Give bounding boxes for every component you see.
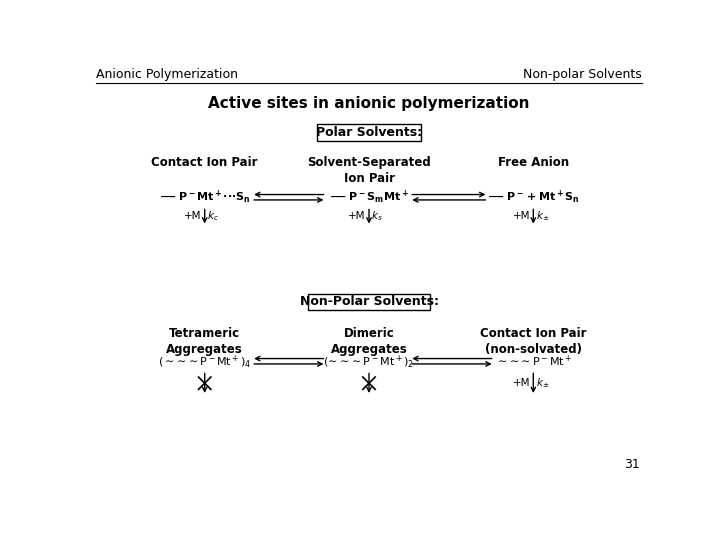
Text: Non-polar Solvents: Non-polar Solvents xyxy=(523,68,642,80)
Text: Contact Ion Pair: Contact Ion Pair xyxy=(151,156,258,168)
Text: $\mathrm{{\mathbf{{-\!\!-P^-S_mMt^+}}}}$: $\mathrm{{\mathbf{{-\!\!-P^-S_mMt^+}}}}$ xyxy=(329,188,409,206)
FancyBboxPatch shape xyxy=(318,125,420,140)
Text: Tetrameric
Aggregates: Tetrameric Aggregates xyxy=(166,327,243,356)
Text: Dimeric
Aggregates: Dimeric Aggregates xyxy=(330,327,408,356)
Text: +M: +M xyxy=(184,212,202,221)
Text: Polar Solvents:: Polar Solvents: xyxy=(316,126,422,139)
Text: Solvent-Separated
Ion Pair: Solvent-Separated Ion Pair xyxy=(307,156,431,185)
Text: $k_c$: $k_c$ xyxy=(207,210,219,224)
Text: $k_{\pm}$: $k_{\pm}$ xyxy=(536,210,549,224)
Text: $\mathrm{(\sim\!\sim\!\sim P^-Mt^+)_4}$: $\mathrm{(\sim\!\sim\!\sim P^-Mt^+)_4}$ xyxy=(158,353,251,370)
Text: $k_s$: $k_s$ xyxy=(372,210,383,224)
Text: $\mathrm{{\mathbf{{-\!\!-P^- + Mt^+S_n}}}}$: $\mathrm{{\mathbf{{-\!\!-P^- + Mt^+S_n}}… xyxy=(487,188,580,206)
Text: Non-Polar Solvents:: Non-Polar Solvents: xyxy=(300,295,438,308)
Text: $k_{\pm}$: $k_{\pm}$ xyxy=(536,376,549,390)
Text: Free Anion: Free Anion xyxy=(498,156,569,168)
Text: Contact Ion Pair
(non-solvated): Contact Ion Pair (non-solvated) xyxy=(480,327,587,356)
Text: Active sites in anionic polymerization: Active sites in anionic polymerization xyxy=(208,96,530,111)
Text: $\mathrm{\sim\!\sim\!\sim P^-Mt^+}$: $\mathrm{\sim\!\sim\!\sim P^-Mt^+}$ xyxy=(495,354,572,369)
Text: +M: +M xyxy=(348,212,366,221)
FancyBboxPatch shape xyxy=(307,294,431,310)
Text: +M: +M xyxy=(513,378,530,388)
Text: $\mathrm{{\mathbf{{-\!\!-P^-Mt^+{\cdot}{\cdot}{\cdot}S_n}}}}$: $\mathrm{{\mathbf{{-\!\!-P^-Mt^+{\cdot}{… xyxy=(159,188,251,206)
Text: Anionic Polymerization: Anionic Polymerization xyxy=(96,68,238,80)
Text: +M: +M xyxy=(513,212,530,221)
Text: 31: 31 xyxy=(624,458,640,471)
Text: $\mathrm{(\!\sim\!\sim\!\sim P^-Mt^+)_2}$: $\mathrm{(\!\sim\!\sim\!\sim P^-Mt^+)_2}… xyxy=(323,353,415,370)
